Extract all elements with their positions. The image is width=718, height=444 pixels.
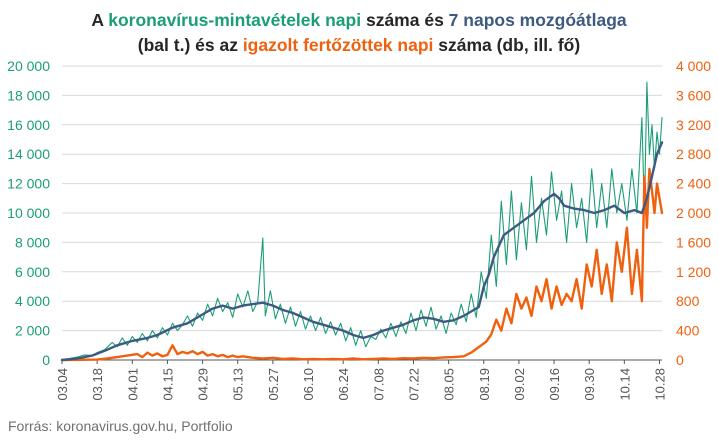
right-axis-tick-label: 1 200 (676, 264, 711, 280)
right-axis-tick-label: 3 200 (676, 117, 711, 133)
title-text-4: száma (db, ill. fő) (433, 35, 581, 55)
series-cases-line (60, 167, 664, 362)
x-axis-tick-label: 10.14 (617, 368, 632, 401)
series-tests-line (61, 81, 663, 361)
right-axis-tick-label: 2 400 (676, 176, 711, 192)
right-axis-tick-label: 3 600 (676, 87, 711, 103)
left-axis-tick-label: 18 000 (7, 87, 50, 103)
title-tests-label: koronavírus-mintavételek napi (108, 10, 362, 30)
left-axis-tick-label: 14 000 (7, 146, 50, 162)
x-axis-tick-label: 03.04 (55, 368, 70, 401)
left-axis-tick-label: 12 000 (7, 176, 50, 192)
left-axis-tick-label: 8 000 (15, 234, 50, 250)
right-axis-tick-label: 1 600 (676, 234, 711, 250)
x-axis-tick-label: 07.08 (371, 368, 386, 401)
right-axis-tick-label: 4 000 (676, 58, 711, 74)
x-axis-tick-label: 03.18 (90, 368, 105, 401)
left-axis-tick-label: 2 000 (15, 323, 50, 339)
title-text-3: (bal t.) és az (137, 35, 243, 55)
title-text-2: száma és (361, 10, 449, 30)
x-axis-tick-label: 06.10 (301, 368, 316, 401)
title-text-1: A (91, 10, 109, 30)
x-axis-tick-label: 05.13 (231, 368, 246, 401)
title-cases-label: igazolt fertőzöttek napi (242, 35, 434, 55)
chart-title: A koronavírus-mintavételek napi száma és… (0, 8, 718, 58)
x-axis-tick-label: 08.19 (477, 368, 492, 401)
x-axis-tick-label: 09.30 (582, 368, 597, 401)
title-line-1: A koronavírus-mintavételek napi száma és… (0, 8, 718, 33)
title-line-2: (bal t.) és az igazolt fertőzöttek napi … (0, 33, 718, 58)
x-axis-tick-label: 09.16 (547, 368, 562, 401)
left-axis-tick-label: 16 000 (7, 117, 50, 133)
left-axis-tick-label: 4 000 (15, 293, 50, 309)
left-axis-tick-label: 20 000 (7, 58, 50, 74)
x-axis-tick-label: 10.28 (652, 368, 667, 401)
right-axis-tick-label: 2 800 (676, 146, 711, 162)
x-axis-tick-label: 07.22 (406, 368, 421, 401)
title-avg-label: 7 napos mozgóátlaga (448, 10, 627, 30)
left-axis-tick-label: 0 (42, 352, 50, 368)
series-avg-line (60, 141, 664, 362)
x-axis-tick-label: 04.15 (160, 368, 175, 401)
x-axis-tick-label: 09.02 (512, 368, 527, 401)
left-axis-tick-label: 10 000 (7, 205, 50, 221)
right-axis-tick-label: 400 (676, 323, 700, 339)
x-axis-tick-label: 06.24 (336, 368, 351, 401)
x-axis-tick-label: 04.01 (125, 368, 140, 401)
right-axis-tick-label: 0 (676, 352, 684, 368)
x-axis-tick-label: 04.29 (196, 368, 211, 401)
source-note: Forrás: koronavirus.gov.hu, Portfolio (8, 418, 233, 434)
x-axis-tick-label: 08.05 (442, 368, 457, 401)
right-axis-tick-label: 2 000 (676, 205, 711, 221)
x-axis-tick-label: 05.27 (266, 368, 281, 401)
left-axis-tick-label: 6 000 (15, 264, 50, 280)
right-axis-tick-label: 800 (676, 293, 700, 309)
